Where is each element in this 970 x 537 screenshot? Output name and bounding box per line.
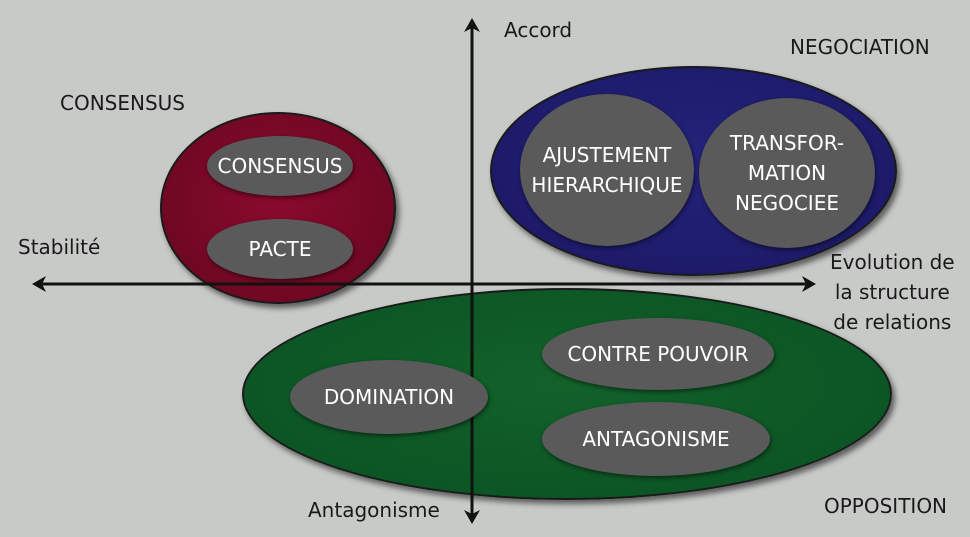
axis-arrow-right-icon <box>802 276 816 292</box>
contre-pouvoir-item-label: CONTRE POUVOIR <box>567 342 749 366</box>
axis-arrow-left-icon <box>32 276 46 292</box>
domination-item-label: DOMINATION <box>323 385 455 409</box>
negociation-item-transformation: TRANSFOR- MATION NEGOCIEE <box>699 98 875 248</box>
quadrant-label-negociation: NEGOCIATION <box>790 35 930 59</box>
ajustement-item-label: AJUSTEMENT HIERARCHIQUE <box>531 143 683 197</box>
pacte-item-label: PACTE <box>248 237 312 261</box>
consensus-item-pacte: PACTE <box>207 219 353 279</box>
axis-label-left: Stabilité <box>18 235 101 259</box>
transformation-item-label: TRANSFOR- MATION NEGOCIEE <box>729 131 845 215</box>
axis-arrow-down-icon <box>464 510 480 524</box>
quadrant-label-consensus: CONSENSUS <box>60 91 185 115</box>
quadrant-label-opposition: OPPOSITION <box>824 494 948 518</box>
consensus-item-consensus: CONSENSUS <box>207 136 353 196</box>
axis-arrow-up-icon <box>464 18 480 32</box>
axis-label-right: Evolution de la structure de relations <box>830 250 955 334</box>
negociation-item-ajustement: AJUSTEMENT HIERARCHIQUE <box>520 94 694 246</box>
consensus-item-label: CONSENSUS <box>217 154 343 178</box>
antagonisme-item-label: ANTAGONISME <box>582 427 730 451</box>
opposition-item-antagonisme: ANTAGONISME <box>542 402 770 476</box>
axis-label-bottom: Antagonisme <box>308 498 440 522</box>
opposition-item-contre-pouvoir: CONTRE POUVOIR <box>542 318 774 390</box>
axis-label-top: Accord <box>504 18 573 42</box>
opposition-item-domination: DOMINATION <box>290 360 488 434</box>
